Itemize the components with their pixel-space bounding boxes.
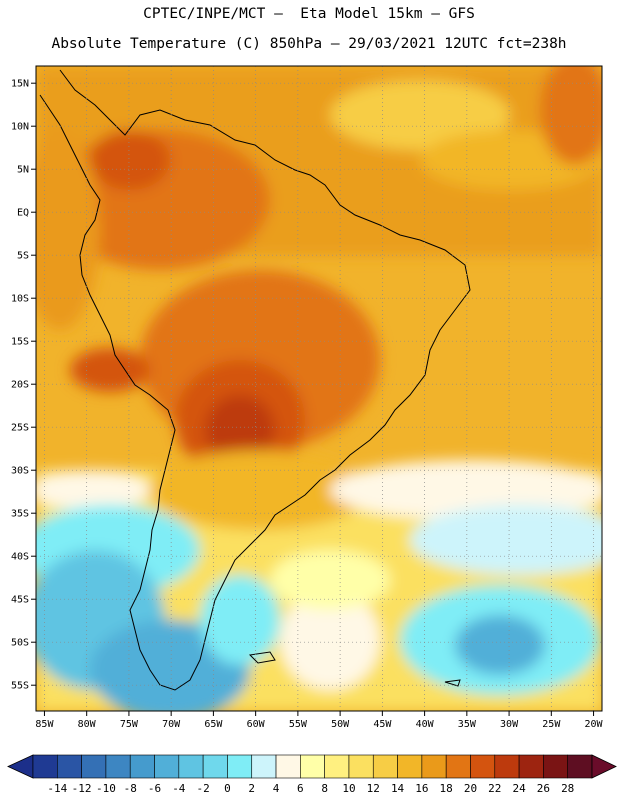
colorbar-label: 10 <box>342 782 355 795</box>
latitude-axis: 15N 10N 5N EQ 5S 10S 15S 20S 25S 30S 35S 40S 45S 50S 5… <box>11 79 36 692</box>
colorbar-swatch <box>567 754 593 779</box>
colorbar-swatch <box>57 754 82 779</box>
colorbar-label: 6 <box>297 782 304 795</box>
colorbar-swatch <box>445 754 471 779</box>
map-title-line-1: CPTEC/INPE/MCT – Eta Model 15km – GFS <box>143 6 475 22</box>
colorbar-swatch <box>494 754 520 779</box>
colorbar-label: 12 <box>367 782 380 795</box>
colorbar-swatch <box>397 754 423 779</box>
colorbar-swatch <box>300 754 325 779</box>
colorbar-label: 16 <box>415 782 428 795</box>
lat-tick-label: 40S <box>11 552 29 563</box>
lon-tick-label: 70W <box>162 719 181 730</box>
lat-tick-label: 5N <box>17 165 29 176</box>
colorbar-label: 4 <box>273 782 280 795</box>
colorbar-label: 14 <box>391 782 405 795</box>
colorbar-label: -2 <box>197 782 210 795</box>
map-frame <box>35 65 603 712</box>
lat-tick-label: 55S <box>11 681 29 692</box>
lon-tick-label: 85W <box>35 719 54 730</box>
lat-tick-label: 10S <box>11 294 29 305</box>
lat-tick-label: 15N <box>11 79 29 90</box>
colorbar-label: -8 <box>124 782 137 795</box>
colorbar-swatch <box>154 754 180 779</box>
colorbar-swatch <box>348 754 374 779</box>
colorbar-label: -6 <box>148 782 161 795</box>
lon-tick-label: 30W <box>500 719 519 730</box>
map-title-line-2: Absolute Temperature (C) 850hPa – 29/03/… <box>51 36 567 52</box>
lat-tick-label: 50S <box>11 638 29 649</box>
colorbar-swatch <box>129 754 155 779</box>
colorbar-label: -12 <box>72 782 92 795</box>
colorbar-swatch <box>518 754 544 779</box>
colorbar-label: -4 <box>172 782 186 795</box>
lon-tick-label: 75W <box>120 719 139 730</box>
colorbar-label: 8 <box>321 782 328 795</box>
colorbar-label: 28 <box>561 782 574 795</box>
colorbar-swatch <box>178 754 204 779</box>
lon-tick-label: 40W <box>416 719 435 730</box>
colorbar-label: 2 <box>248 782 255 795</box>
colorbar-low-arrow <box>7 754 34 779</box>
colorbar-swatch <box>543 754 568 779</box>
lat-tick-label: 15S <box>11 337 29 348</box>
lat-tick-label: 30S <box>11 466 29 477</box>
temperature-field <box>36 66 602 711</box>
colorbar-label: 24 <box>512 782 526 795</box>
coastline <box>39 69 471 691</box>
colorbar-swatch <box>372 754 398 779</box>
colorbar-swatch <box>81 754 107 779</box>
colorbar-swatch <box>105 754 131 779</box>
lat-tick-label: 35S <box>11 509 29 520</box>
lat-tick-label: 5S <box>17 251 29 262</box>
colorbar-swatch <box>251 754 277 779</box>
colorbar-swatch <box>202 754 228 779</box>
colorbar-swatch <box>421 754 447 779</box>
lon-tick-label: 80W <box>78 719 97 730</box>
longitude-axis: 85W 80W 75W 70W 65W 60W 55W 50W 45W 40W 35W 30W 25W 2… <box>35 711 604 730</box>
colorbar-label: 18 <box>440 782 453 795</box>
lon-tick-label: 55W <box>289 719 308 730</box>
lon-tick-label: 65W <box>204 719 223 730</box>
colorbar-swatch <box>275 754 301 779</box>
lat-tick-label: EQ <box>17 208 29 219</box>
color-legend: -14 -12 -10 -8 -6 -4 -2 0 2 4 6 8 10 12 14 16 18 20 22 24 26… <box>7 754 617 795</box>
lat-tick-label: 25S <box>11 423 29 434</box>
lat-tick-label: 10N <box>11 122 29 133</box>
lat-tick-label: 20S <box>11 380 29 391</box>
colorbar-label: 0 <box>224 782 231 795</box>
colorbar-swatch <box>32 754 58 779</box>
lon-tick-label: 35W <box>458 719 477 730</box>
colorbar-label: -14 <box>47 782 67 795</box>
lon-tick-label: 50W <box>331 719 350 730</box>
colorbar-label: 22 <box>488 782 501 795</box>
colorbar-swatch <box>227 754 253 779</box>
lon-tick-label: 25W <box>542 719 561 730</box>
colorbar-label: 26 <box>537 782 550 795</box>
lon-tick-label: 60W <box>247 719 266 730</box>
colorbar-swatch <box>470 754 496 779</box>
colorbar-label: 20 <box>464 782 477 795</box>
colorbar-swatch <box>324 754 350 779</box>
lon-tick-label: 20W <box>585 719 604 730</box>
colorbar-high-arrow <box>591 754 617 779</box>
lat-tick-label: 45S <box>11 595 29 606</box>
colorbar-label: -10 <box>96 782 116 795</box>
lon-tick-label: 45W <box>373 719 392 730</box>
